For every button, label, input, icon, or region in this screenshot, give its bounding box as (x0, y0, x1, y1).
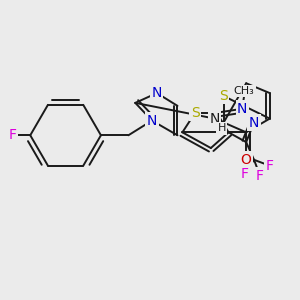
Text: F: F (240, 167, 248, 181)
Text: CH₃: CH₃ (234, 86, 255, 96)
Text: N: N (237, 102, 247, 116)
Text: F: F (266, 159, 274, 173)
Text: O: O (241, 153, 252, 167)
Text: H: H (218, 123, 226, 134)
Text: N: N (249, 116, 259, 130)
Text: S: S (219, 89, 228, 103)
Text: N: N (152, 86, 162, 100)
Text: F: F (256, 169, 264, 182)
Text: N: N (147, 114, 157, 128)
Text: S: S (191, 106, 200, 120)
Text: F: F (9, 128, 16, 142)
Text: N: N (210, 112, 220, 126)
